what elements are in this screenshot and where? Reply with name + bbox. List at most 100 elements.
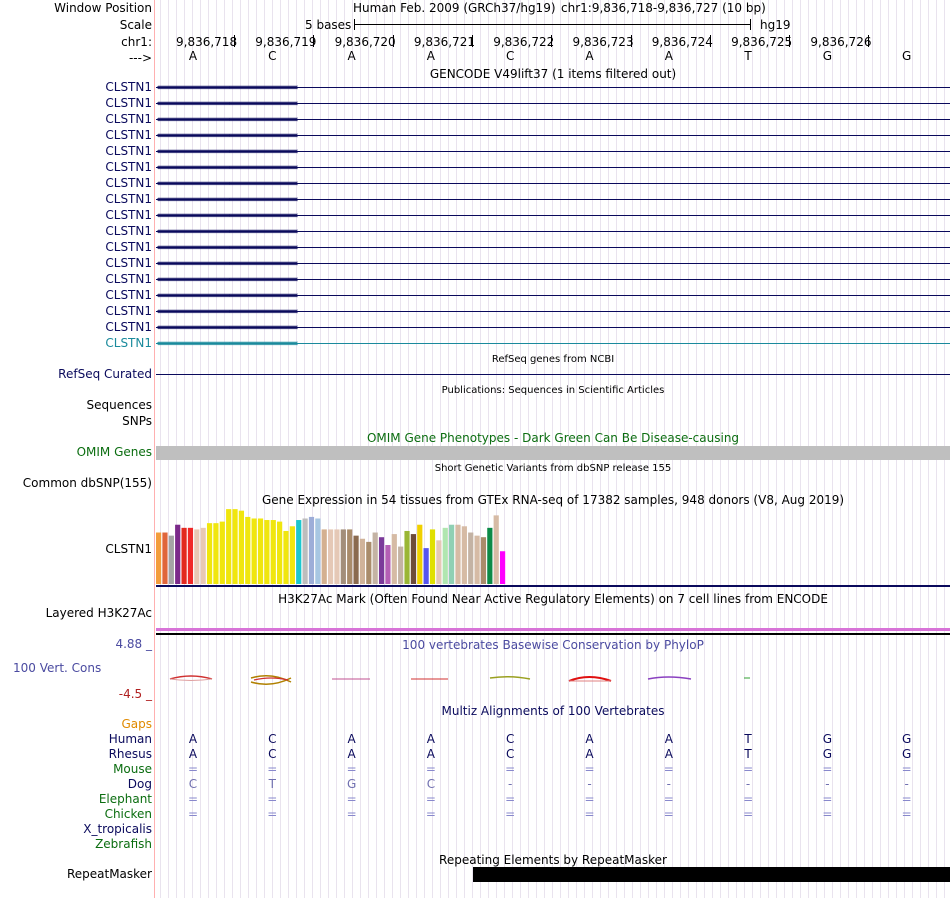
dbsnp-label[interactable]: Common dbSNP(155): [22, 476, 152, 490]
gtex-bar[interactable]: [206, 523, 213, 584]
gencode-item-label[interactable]: CLSTN1: [105, 96, 152, 110]
refseq-curated-label[interactable]: RefSeq Curated: [58, 367, 152, 381]
h3k27ac-signal[interactable]: [156, 628, 950, 631]
gtex-bar[interactable]: [468, 532, 474, 584]
repeatmasker-element[interactable]: [473, 867, 950, 882]
gencode-transcript-line[interactable]: [156, 151, 950, 152]
gtex-track-title[interactable]: Gene Expression in 54 tissues from GTEx …: [261, 493, 845, 507]
pubs-snps-label[interactable]: SNPs: [122, 414, 152, 428]
gtex-bar[interactable]: [372, 532, 378, 584]
multiz-species-label[interactable]: Dog: [127, 777, 152, 791]
gencode-item-label[interactable]: CLSTN1: [105, 208, 152, 222]
multiz-species-label[interactable]: Rhesus: [108, 747, 152, 761]
gencode-transcript-line[interactable]: [156, 311, 950, 312]
repeatmasker-track-title[interactable]: Repeating Elements by RepeatMasker: [439, 853, 667, 867]
gtex-bar[interactable]: [359, 538, 366, 584]
gencode-item-label[interactable]: CLSTN1: [105, 80, 152, 94]
gencode-transcript-line[interactable]: [156, 215, 950, 216]
gtex-bar[interactable]: [168, 535, 174, 584]
gencode-transcript-line[interactable]: [156, 183, 950, 184]
gtex-bar[interactable]: [423, 548, 429, 584]
gtex-bar[interactable]: [436, 540, 442, 584]
gtex-bar[interactable]: [340, 529, 346, 584]
gencode-transcript-line[interactable]: [156, 263, 950, 264]
gtex-bar[interactable]: [315, 518, 321, 584]
gtex-bar[interactable]: [347, 529, 353, 584]
gtex-bar[interactable]: [429, 529, 436, 584]
gtex-bar[interactable]: [302, 518, 308, 584]
gtex-bar[interactable]: [200, 527, 206, 584]
gencode-transcript-line[interactable]: [156, 167, 950, 168]
gtex-bar[interactable]: [334, 529, 340, 584]
gtex-bar[interactable]: [366, 541, 372, 584]
gtex-bar[interactable]: [226, 509, 232, 584]
gtex-bar[interactable]: [461, 526, 467, 584]
omim-genes-label[interactable]: OMIM Genes: [76, 445, 152, 459]
gtex-bar[interactable]: [175, 524, 181, 584]
gtex-bar[interactable]: [321, 529, 327, 584]
multiz-track-title[interactable]: Multiz Alignments of 100 Vertebrates: [441, 704, 665, 718]
pubs-sequences-label[interactable]: Sequences: [86, 398, 152, 412]
gtex-bar[interactable]: [194, 529, 200, 584]
gencode-item-label[interactable]: CLSTN1: [105, 272, 152, 286]
gtex-bar[interactable]: [493, 515, 499, 584]
gtex-bar[interactable]: [232, 509, 238, 584]
gtex-bar[interactable]: [487, 527, 493, 584]
gencode-item-label[interactable]: CLSTN1: [105, 304, 152, 318]
gencode-item-label[interactable]: CLSTN1: [105, 288, 152, 302]
repeatmasker-label[interactable]: RepeatMasker: [66, 867, 152, 881]
gencode-item-label[interactable]: CLSTN1: [105, 192, 152, 206]
gencode-transcript-line[interactable]: [156, 327, 950, 328]
phylop-label[interactable]: 100 Vert. Cons: [13, 661, 102, 675]
gtex-bar[interactable]: [480, 537, 487, 584]
h3k27ac-label[interactable]: Layered H3K27Ac: [45, 606, 152, 620]
gtex-bar[interactable]: [213, 523, 219, 584]
gencode-item-label[interactable]: CLSTN1: [105, 144, 152, 158]
gtex-bar[interactable]: [264, 520, 270, 584]
gencode-item-label[interactable]: CLSTN1: [105, 256, 152, 270]
gencode-transcript-line[interactable]: [156, 199, 950, 200]
dbsnp-track-title[interactable]: Short Genetic Variants from dbSNP releas…: [434, 463, 672, 474]
gtex-gene-label[interactable]: CLSTN1: [105, 542, 152, 556]
gtex-bar[interactable]: [385, 545, 391, 584]
pubs-track-title[interactable]: Publications: Sequences in Scientific Ar…: [441, 385, 665, 396]
gencode-item-label[interactable]: CLSTN1: [105, 240, 152, 254]
gencode-transcript-line[interactable]: [156, 247, 950, 248]
gtex-bar[interactable]: [156, 532, 162, 584]
gtex-bar[interactable]: [398, 546, 404, 584]
gencode-transcript-line[interactable]: [156, 119, 950, 120]
gencode-item-label[interactable]: CLSTN1: [105, 128, 152, 142]
gtex-bar[interactable]: [455, 524, 461, 584]
gtex-bar[interactable]: [391, 534, 397, 584]
gtex-bar[interactable]: [442, 527, 448, 584]
gtex-bar[interactable]: [251, 518, 257, 584]
refseq-track-title[interactable]: RefSeq genes from NCBI: [491, 354, 615, 365]
omim-gene-bar[interactable]: [156, 446, 950, 460]
phylop-track-title[interactable]: 100 vertebrates Basewise Conservation by…: [402, 638, 704, 652]
gtex-bar[interactable]: [404, 530, 410, 584]
gtex-bar-chart[interactable]: [156, 506, 950, 588]
multiz-gaps-label[interactable]: Gaps: [121, 717, 152, 731]
gencode-transcript-line[interactable]: [156, 231, 950, 232]
multiz-species-label[interactable]: Chicken: [104, 807, 152, 821]
gtex-bar[interactable]: [270, 520, 276, 584]
gtex-bar[interactable]: [283, 530, 289, 584]
gtex-bar[interactable]: [449, 524, 455, 584]
gencode-transcript-line[interactable]: [156, 279, 950, 280]
gencode-item-label[interactable]: CLSTN1: [105, 176, 152, 190]
gencode-item-label[interactable]: CLSTN1: [105, 112, 152, 126]
gtex-bar[interactable]: [289, 526, 295, 584]
gencode-transcript-line[interactable]: [156, 343, 950, 344]
multiz-species-label[interactable]: Mouse: [113, 762, 152, 776]
gtex-bar[interactable]: [181, 527, 187, 584]
gtex-bar[interactable]: [162, 532, 168, 584]
h3k27ac-track-title[interactable]: H3K27Ac Mark (Often Found Near Active Re…: [278, 592, 828, 606]
gtex-bar[interactable]: [327, 529, 334, 584]
gencode-item-label[interactable]: CLSTN1: [105, 160, 152, 174]
multiz-species-label[interactable]: X_tropicalis: [83, 822, 152, 836]
gtex-bar[interactable]: [219, 521, 225, 584]
gtex-bar[interactable]: [308, 516, 315, 584]
refseq-gene-line[interactable]: [156, 374, 950, 375]
gencode-transcript-line[interactable]: [156, 135, 950, 136]
